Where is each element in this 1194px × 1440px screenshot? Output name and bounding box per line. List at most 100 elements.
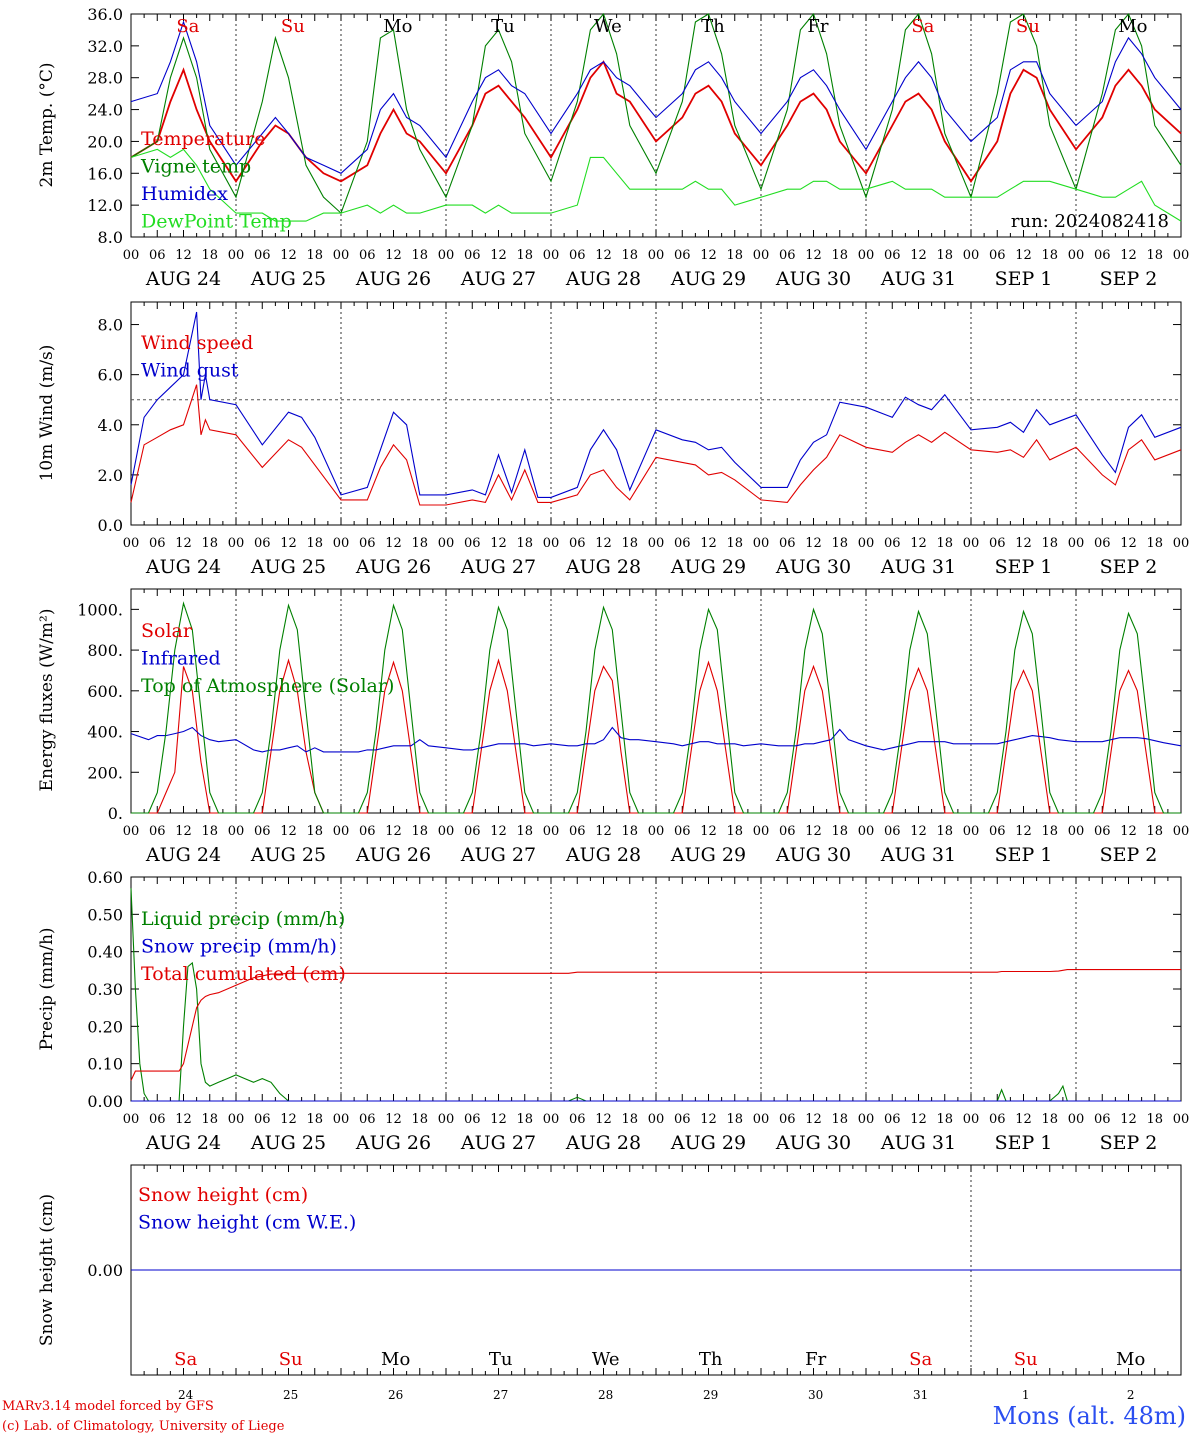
y-tick-label: 0. xyxy=(108,804,123,823)
x-date-label: AUG 29 xyxy=(670,268,746,290)
x-hour-label: 06 xyxy=(1094,1112,1111,1127)
x-date-label: AUG 28 xyxy=(565,556,641,578)
x-date-label: SEP 1 xyxy=(995,556,1053,578)
x-hour-label: 06 xyxy=(149,248,166,263)
x-hour-label: 12 xyxy=(490,536,507,551)
x-hour-label: 18 xyxy=(621,248,638,263)
weekday-label: Tu xyxy=(489,1349,513,1370)
x-hour-label: 06 xyxy=(359,248,376,263)
x-hour-label: 12 xyxy=(910,536,927,551)
series-line-wind-gust xyxy=(130,311,1182,498)
x-hour-label: 12 xyxy=(490,824,507,839)
x-date-label: SEP 1 xyxy=(995,1132,1053,1154)
x-hour-label: 18 xyxy=(411,536,428,551)
x-hour-label: 12 xyxy=(385,248,402,263)
day-number: 28 xyxy=(598,1388,613,1400)
x-hour-label: 06 xyxy=(149,536,166,551)
series-line-top-of-atmosphere-solar- xyxy=(131,601,1181,814)
x-hour-label: 18 xyxy=(726,1112,743,1127)
x-date-label: SEP 1 xyxy=(995,844,1053,866)
x-hour-label: 12 xyxy=(490,1112,507,1127)
x-hour-label: 06 xyxy=(1094,248,1111,263)
x-hour-label: 06 xyxy=(464,1112,481,1127)
x-hour-label: 06 xyxy=(254,824,271,839)
legend-entry: Humidex xyxy=(141,183,228,205)
x-hour-label: 06 xyxy=(1094,824,1111,839)
weekday-label: Th xyxy=(701,16,725,37)
legend-entry: DewPoint Temp xyxy=(141,211,292,233)
x-hour-label: 06 xyxy=(149,1112,166,1127)
x-date-label: AUG 28 xyxy=(565,268,641,290)
y-tick-label: 8.0 xyxy=(98,316,123,335)
x-hour-label: 12 xyxy=(805,1112,822,1127)
y-axis-label: 2m Temp. (°C) xyxy=(37,62,57,187)
x-date-label: AUG 24 xyxy=(145,1132,221,1154)
y-tick-label: 0.40 xyxy=(87,943,123,962)
weekday-label: Su xyxy=(1016,16,1040,37)
x-date-label: AUG 26 xyxy=(355,556,431,578)
weekday-label: Su xyxy=(279,1349,303,1370)
x-date-label: AUG 24 xyxy=(145,844,221,866)
y-tick-label: 0.00 xyxy=(87,1092,123,1111)
x-hour-label: 18 xyxy=(306,824,323,839)
x-hour-label: 00 xyxy=(333,824,350,839)
x-hour-label: 18 xyxy=(936,1112,953,1127)
x-hour-label: 06 xyxy=(989,1112,1006,1127)
x-hour-label: 06 xyxy=(464,536,481,551)
y-tick-label: 28.0 xyxy=(87,69,123,88)
y-tick-label: 20.0 xyxy=(87,132,123,151)
y-tick-label: 400. xyxy=(87,723,123,742)
x-hour-label: 12 xyxy=(280,824,297,839)
y-tick-label: 12.0 xyxy=(87,196,123,215)
x-hour-label: 00 xyxy=(1173,824,1190,839)
x-hour-label: 06 xyxy=(359,536,376,551)
y-tick-label: 6.0 xyxy=(98,366,123,385)
x-hour-label: 12 xyxy=(910,1112,927,1127)
x-hour-label: 12 xyxy=(1015,536,1032,551)
x-hour-label: 12 xyxy=(1015,248,1032,263)
x-hour-label: 00 xyxy=(648,536,665,551)
x-hour-label: 06 xyxy=(674,1112,691,1127)
x-hour-label: 00 xyxy=(753,1112,770,1127)
x-hour-label: 06 xyxy=(674,536,691,551)
x-hour-label: 12 xyxy=(910,824,927,839)
x-hour-label: 18 xyxy=(1041,536,1058,551)
y-tick-label: 16.0 xyxy=(87,164,123,183)
x-hour-label: 00 xyxy=(333,1112,350,1127)
x-hour-label: 00 xyxy=(228,536,245,551)
x-hour-label: 12 xyxy=(805,824,822,839)
x-date-label: AUG 24 xyxy=(145,268,221,290)
x-hour-label: 12 xyxy=(1120,1112,1137,1127)
x-hour-label: 06 xyxy=(989,536,1006,551)
x-hour-label: 06 xyxy=(779,248,796,263)
x-hour-label: 12 xyxy=(595,1112,612,1127)
x-hour-label: 06 xyxy=(464,824,481,839)
x-hour-label: 06 xyxy=(884,824,901,839)
x-hour-label: 00 xyxy=(333,536,350,551)
y-tick-label: 0.20 xyxy=(87,1017,123,1036)
x-hour-label: 12 xyxy=(490,248,507,263)
day-number: 27 xyxy=(493,1388,508,1400)
x-hour-label: 06 xyxy=(569,536,586,551)
x-hour-label: 00 xyxy=(648,1112,665,1127)
day-number: 24 xyxy=(178,1388,194,1400)
x-hour-label: 12 xyxy=(700,536,717,551)
series-line-wind-speed xyxy=(130,384,1182,506)
x-date-label: AUG 24 xyxy=(145,556,221,578)
legend-entry: Wind gust xyxy=(141,360,239,382)
x-hour-label: 00 xyxy=(123,536,140,551)
x-hour-label: 00 xyxy=(123,824,140,839)
x-date-label: AUG 27 xyxy=(460,268,536,290)
y-tick-label: 4.0 xyxy=(98,416,123,435)
day-number: 1 xyxy=(1022,1388,1030,1400)
x-hour-label: 18 xyxy=(1041,1112,1058,1127)
x-hour-label: 00 xyxy=(333,248,350,263)
x-hour-label: 12 xyxy=(700,248,717,263)
x-hour-label: 00 xyxy=(963,1112,980,1127)
legend-entry: Top of Atmosphere (Solar) xyxy=(141,675,394,697)
x-hour-label: 18 xyxy=(201,824,218,839)
x-hour-label: 06 xyxy=(884,248,901,263)
x-hour-label: 06 xyxy=(779,536,796,551)
panel-2: 0.0 2.0 4.0 6.0 8.0 10m Wind (m/s) Wind speed W… xyxy=(37,301,1189,578)
x-hour-label: 18 xyxy=(1146,536,1163,551)
